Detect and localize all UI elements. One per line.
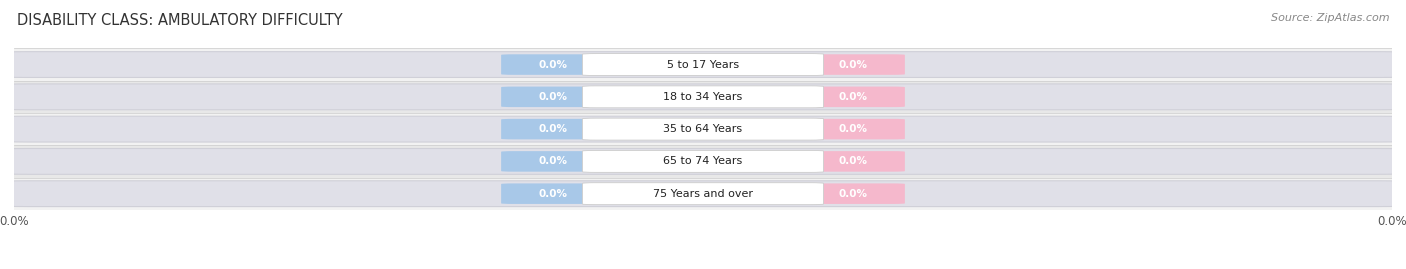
- Text: 35 to 64 Years: 35 to 64 Years: [664, 124, 742, 134]
- FancyBboxPatch shape: [801, 119, 905, 139]
- FancyBboxPatch shape: [0, 148, 1406, 174]
- Legend: Male, Female: Male, Female: [640, 264, 766, 269]
- Text: 5 to 17 Years: 5 to 17 Years: [666, 59, 740, 70]
- FancyBboxPatch shape: [801, 151, 905, 172]
- FancyBboxPatch shape: [501, 151, 605, 172]
- FancyBboxPatch shape: [582, 150, 824, 172]
- Text: 0.0%: 0.0%: [538, 189, 568, 199]
- Bar: [14, 178, 1392, 210]
- Text: Source: ZipAtlas.com: Source: ZipAtlas.com: [1271, 13, 1389, 23]
- Bar: [14, 48, 1392, 81]
- Text: 0.0%: 0.0%: [538, 156, 568, 167]
- FancyBboxPatch shape: [501, 54, 605, 75]
- FancyBboxPatch shape: [0, 116, 1406, 142]
- FancyBboxPatch shape: [801, 183, 905, 204]
- Text: 0.0%: 0.0%: [538, 59, 568, 70]
- FancyBboxPatch shape: [582, 86, 824, 108]
- Text: 18 to 34 Years: 18 to 34 Years: [664, 92, 742, 102]
- FancyBboxPatch shape: [801, 87, 905, 107]
- FancyBboxPatch shape: [501, 183, 605, 204]
- Text: 65 to 74 Years: 65 to 74 Years: [664, 156, 742, 167]
- FancyBboxPatch shape: [501, 119, 605, 139]
- Bar: [14, 113, 1392, 145]
- Text: 0.0%: 0.0%: [838, 189, 868, 199]
- FancyBboxPatch shape: [0, 181, 1406, 207]
- Text: 75 Years and over: 75 Years and over: [652, 189, 754, 199]
- Text: 0.0%: 0.0%: [538, 92, 568, 102]
- Text: 0.0%: 0.0%: [838, 156, 868, 167]
- FancyBboxPatch shape: [582, 54, 824, 76]
- Bar: [14, 81, 1392, 113]
- FancyBboxPatch shape: [0, 52, 1406, 77]
- FancyBboxPatch shape: [582, 183, 824, 205]
- FancyBboxPatch shape: [0, 84, 1406, 110]
- FancyBboxPatch shape: [582, 118, 824, 140]
- Text: 0.0%: 0.0%: [838, 92, 868, 102]
- FancyBboxPatch shape: [501, 87, 605, 107]
- Text: DISABILITY CLASS: AMBULATORY DIFFICULTY: DISABILITY CLASS: AMBULATORY DIFFICULTY: [17, 13, 343, 29]
- Bar: [14, 145, 1392, 178]
- FancyBboxPatch shape: [801, 54, 905, 75]
- Text: 0.0%: 0.0%: [838, 59, 868, 70]
- Text: 0.0%: 0.0%: [838, 124, 868, 134]
- Text: 0.0%: 0.0%: [538, 124, 568, 134]
